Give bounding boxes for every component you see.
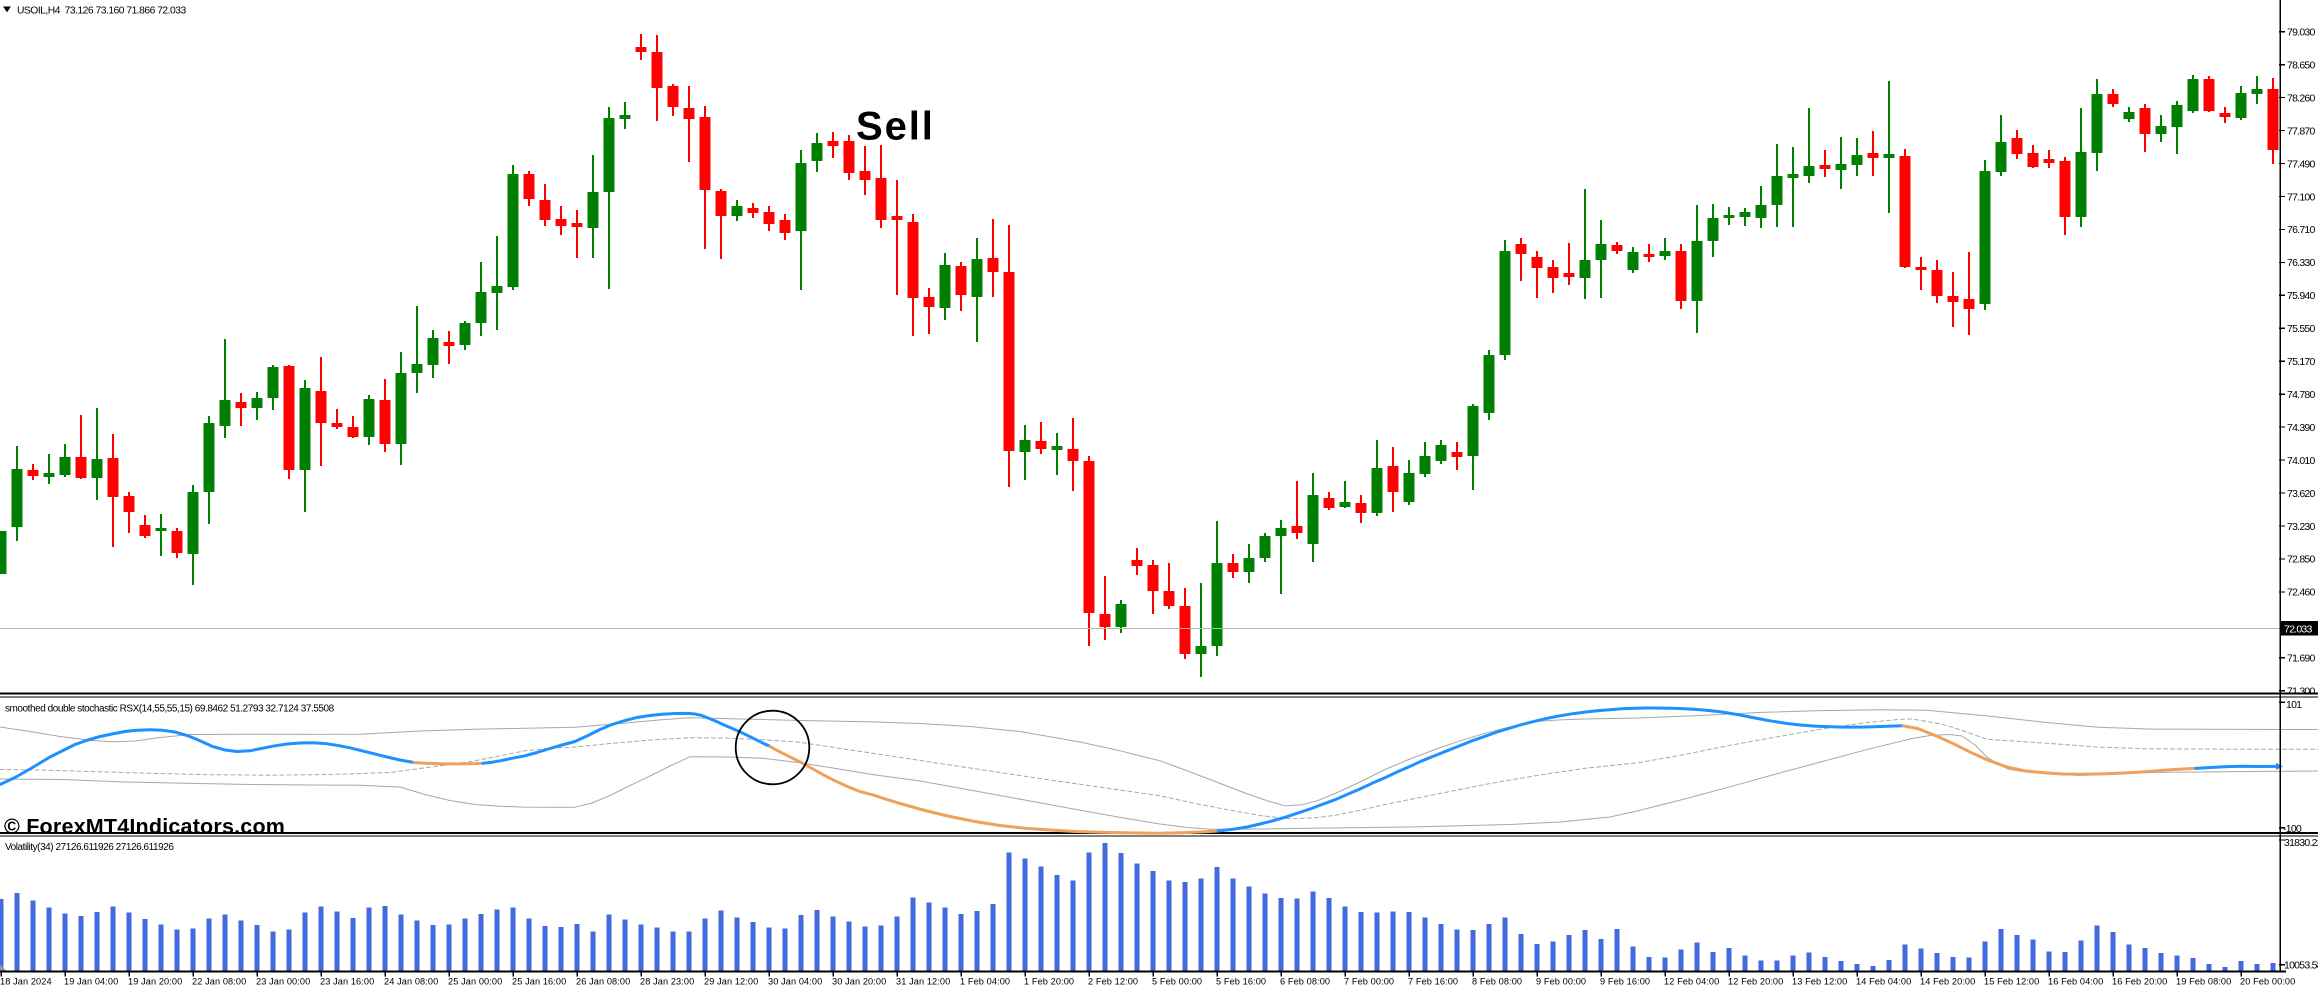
svg-text:22 Jan 08:00: 22 Jan 08:00 <box>192 977 246 986</box>
svg-text:73.620: 73.620 <box>2287 488 2316 500</box>
svg-text:20 Feb 00:00: 20 Feb 00:00 <box>2240 977 2295 986</box>
svg-text:6 Feb 08:00: 6 Feb 08:00 <box>1280 977 1330 986</box>
svg-text:Sell: Sell <box>856 105 935 149</box>
svg-text:15 Feb 12:00: 15 Feb 12:00 <box>1984 977 2039 986</box>
svg-text:72.033: 72.033 <box>2284 623 2313 635</box>
svg-text:12 Feb 20:00: 12 Feb 20:00 <box>1728 977 1783 986</box>
svg-text:71.300: 71.300 <box>2287 686 2316 698</box>
svg-text:101: 101 <box>2286 699 2302 711</box>
svg-text:12 Feb 04:00: 12 Feb 04:00 <box>1664 977 1719 986</box>
svg-text:31830.22: 31830.22 <box>2284 837 2318 849</box>
svg-text:71.690: 71.690 <box>2287 653 2316 665</box>
svg-text:1 Feb 04:00: 1 Feb 04:00 <box>960 977 1010 986</box>
svg-text:30 Jan 04:00: 30 Jan 04:00 <box>768 977 822 986</box>
svg-text:19 Jan 04:00: 19 Jan 04:00 <box>64 977 118 986</box>
svg-text:25 Jan 00:00: 25 Jan 00:00 <box>448 977 502 986</box>
svg-text:75.550: 75.550 <box>2287 323 2316 335</box>
svg-text:72.460: 72.460 <box>2287 587 2316 599</box>
svg-text:23 Jan 00:00: 23 Jan 00:00 <box>256 977 310 986</box>
svg-text:77.870: 77.870 <box>2287 125 2316 137</box>
svg-text:19 Feb 08:00: 19 Feb 08:00 <box>2176 977 2231 986</box>
svg-text:25 Jan 16:00: 25 Jan 16:00 <box>512 977 566 986</box>
svg-text:74.010: 74.010 <box>2287 455 2316 467</box>
svg-text:29 Jan 12:00: 29 Jan 12:00 <box>704 977 758 986</box>
svg-text:14 Feb 20:00: 14 Feb 20:00 <box>1920 977 1975 986</box>
svg-text:74.780: 74.780 <box>2287 389 2316 401</box>
svg-text:14 Feb 04:00: 14 Feb 04:00 <box>1856 977 1911 986</box>
svg-text:78.650: 78.650 <box>2287 60 2316 72</box>
svg-text:77.490: 77.490 <box>2287 158 2316 170</box>
svg-text:26 Jan 08:00: 26 Jan 08:00 <box>576 977 630 986</box>
svg-text:77.100: 77.100 <box>2287 191 2316 203</box>
svg-text:5 Feb 16:00: 5 Feb 16:00 <box>1216 977 1266 986</box>
svg-text:31 Jan 12:00: 31 Jan 12:00 <box>896 977 950 986</box>
svg-text:USOIL,H4 73.126 73.160 71.866: USOIL,H4 73.126 73.160 71.866 72.033 <box>17 6 186 17</box>
svg-text:75.170: 75.170 <box>2287 356 2316 368</box>
svg-text:75.940: 75.940 <box>2287 290 2316 302</box>
svg-text:8 Feb 08:00: 8 Feb 08:00 <box>1472 977 1522 986</box>
svg-text:16 Feb 20:00: 16 Feb 20:00 <box>2112 977 2167 986</box>
svg-text:5 Feb 00:00: 5 Feb 00:00 <box>1152 977 1202 986</box>
svg-text:28 Jan 23:00: 28 Jan 23:00 <box>640 977 694 986</box>
svg-text:2 Feb 12:00: 2 Feb 12:00 <box>1088 977 1138 986</box>
svg-text:7 Feb 00:00: 7 Feb 00:00 <box>1344 977 1394 986</box>
svg-text:78.260: 78.260 <box>2287 92 2316 104</box>
svg-text:30 Jan 20:00: 30 Jan 20:00 <box>832 977 886 986</box>
svg-text:76.330: 76.330 <box>2287 257 2316 269</box>
svg-text:24 Jan 08:00: 24 Jan 08:00 <box>384 977 438 986</box>
svg-text:76.710: 76.710 <box>2287 224 2316 236</box>
svg-text:73.230: 73.230 <box>2287 521 2316 533</box>
svg-text:9 Feb 00:00: 9 Feb 00:00 <box>1536 977 1586 986</box>
svg-text:74.390: 74.390 <box>2287 422 2316 434</box>
svg-text:-100: -100 <box>2283 823 2302 835</box>
svg-text:7 Feb 16:00: 7 Feb 16:00 <box>1408 977 1458 986</box>
svg-text:72.850: 72.850 <box>2287 554 2316 566</box>
svg-text:16 Feb 04:00: 16 Feb 04:00 <box>2048 977 2103 986</box>
svg-text:smoothed double stochastic RSX: smoothed double stochastic RSX(14,55,55,… <box>5 704 335 715</box>
svg-text:19 Jan 20:00: 19 Jan 20:00 <box>128 977 182 986</box>
svg-text:23 Jan 16:00: 23 Jan 16:00 <box>320 977 374 986</box>
svg-text:© ForexMT4Indicators.com: © ForexMT4Indicators.com <box>4 815 285 839</box>
svg-text:10053.58: 10053.58 <box>2284 960 2318 972</box>
svg-text:13 Feb 12:00: 13 Feb 12:00 <box>1792 977 1847 986</box>
svg-text:79.030: 79.030 <box>2287 27 2316 39</box>
svg-text:1 Feb 20:00: 1 Feb 20:00 <box>1024 977 1074 986</box>
svg-text:18 Jan 2024: 18 Jan 2024 <box>0 977 52 986</box>
svg-text:Volatility(34) 27126.611926 27: Volatility(34) 27126.611926 27126.611926 <box>5 842 174 853</box>
svg-text:9 Feb 16:00: 9 Feb 16:00 <box>1600 977 1650 986</box>
